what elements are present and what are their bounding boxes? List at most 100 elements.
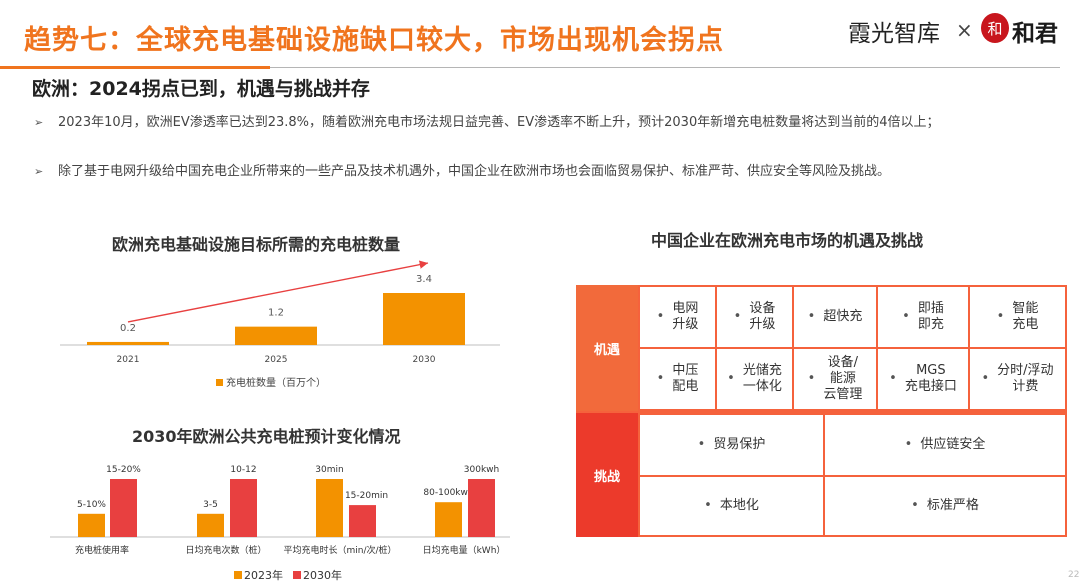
challenge-cell: • 本地化 <box>640 477 823 535</box>
chart2-tick-label: 日均充电次数（桩） <box>185 544 266 556</box>
bullet-dot-icon: • <box>656 371 665 386</box>
slide-title: 趋势七：全球充电基础设施缺口较大，市场出现机会拐点 <box>24 25 724 56</box>
chart2-data-label: 80-100kwh <box>423 488 473 498</box>
title-underline-accent <box>0 66 270 69</box>
challenge-cell: • 贸易保护 <box>640 415 823 475</box>
grid-cell-text: 光储充 一体化 <box>742 363 782 394</box>
bullet-arrow-icon: ➢ <box>34 116 44 129</box>
bullet-dot-icon: • <box>807 371 816 386</box>
bullet-dot-icon: • <box>981 371 990 386</box>
chart2-data-label: 15-20min <box>345 491 388 501</box>
chart2-tick-label: 平均充电时长（min/次/桩） <box>283 544 396 556</box>
grid-cell-text: 贸易保护 <box>713 437 766 452</box>
chart2: 5-10% 15-20% 充电桩使用率 3-5 10-12 日均充电次数（桩） 30min 1… <box>50 465 510 582</box>
bullet-dot-icon: • <box>727 371 735 386</box>
chart1-tick-label: 2025 <box>265 355 288 365</box>
grid-cell-text: 电网 升级 <box>672 301 699 332</box>
chart2-data-label: 15-20% <box>106 465 141 475</box>
chart2-data-label: 10-12 <box>230 465 256 475</box>
grid-cell-text: 分时/浮动 计费 <box>997 363 1054 394</box>
bullet-dot-icon: • <box>697 437 706 452</box>
chart2-legend-label-2023: 2023年 <box>244 568 283 582</box>
chart2-legend-swatch-2030 <box>293 571 301 579</box>
grid-cell-text: 标准严格 <box>926 498 979 513</box>
bullet-dot-icon: • <box>904 437 913 452</box>
chart1-legend-label: 充电桩数量（百万个） <box>226 376 326 389</box>
chart1-bar <box>383 293 465 345</box>
opportunity-cell: • 光储充 一体化 <box>717 349 792 409</box>
chart2-bar <box>110 479 137 537</box>
challenge-cell: • 标准严格 <box>825 477 1065 535</box>
bullet-text: 除了基于电网升级给中国充电企业所带来的一些产品及技术机遇外，中国企业在欧洲市场也… <box>58 164 891 179</box>
opportunity-cell: • 电网 升级 <box>640 287 715 347</box>
bullet-item: ➢ 除了基于电网升级给中国充电企业所带来的一些产品及技术机遇外，中国企业在欧洲市… <box>34 162 1054 202</box>
bullet-arrow-icon: ➢ <box>34 165 44 178</box>
brand-name: 霞光智库 <box>848 21 940 47</box>
logo-text: 和君 <box>1012 20 1058 47</box>
opportunity-cell: • 分时/浮动 计费 <box>970 349 1065 409</box>
brand-separator: × <box>956 18 973 42</box>
bullet-dot-icon: • <box>889 371 897 386</box>
title-underline <box>270 67 1060 68</box>
grid-cell-text: 即插 即充 <box>917 301 944 332</box>
chart1: 0.2 2021 1.2 2025 3.4 2030 充电桩数量（百万个） <box>60 260 500 389</box>
chart2-bar <box>349 505 376 537</box>
chart2-bar <box>197 513 224 537</box>
chart2-tick-label: 充电桩使用率 <box>75 544 129 556</box>
chart1-data-label: 1.2 <box>268 308 284 319</box>
opportunity-challenge-grid: 机遇 挑战 • 电网 升级 • 设备 升级 • 超快充 • 即插 即充 • 智能 充电 • 中压 配电 • 光… <box>576 285 1067 537</box>
opportunity-cell: • 超快充 <box>794 287 876 347</box>
bullet-dot-icon: • <box>807 309 816 324</box>
opportunity-cell: • 中压 配电 <box>640 349 715 409</box>
chart2-legend-label-2030: 2030年 <box>303 568 342 582</box>
page-number: 22 <box>1068 570 1080 580</box>
bullet-dot-icon: • <box>911 498 919 513</box>
chart1-trend-arrow <box>127 260 429 323</box>
chart2-bar <box>78 513 105 537</box>
opportunities-header: 机遇 <box>576 285 638 411</box>
section-subtitle: 欧洲：2024拐点已到，机遇与挑战并存 <box>32 78 370 100</box>
opportunity-cell: • 设备 升级 <box>717 287 792 347</box>
grid-cell-text: 供应链安全 <box>920 437 986 452</box>
grid-cell-text: 设备 升级 <box>749 301 776 332</box>
challenge-cell: • 供应链安全 <box>825 415 1065 475</box>
chart2-bar <box>435 502 462 537</box>
chart1-data-label: 3.4 <box>416 274 432 285</box>
opportunity-cell: • MGS 充电接口 <box>878 349 968 409</box>
chart2-title: 2030年欧洲公共充电桩预计变化情况 <box>132 427 401 446</box>
chart1-title: 欧洲充电基础设施目标所需的充电桩数量 <box>112 235 401 254</box>
chart2-data-label: 5-10% <box>77 500 106 510</box>
chart2-data-label: 300kwh <box>464 465 499 475</box>
chart2-bar <box>316 479 343 537</box>
bullet-dot-icon: • <box>656 309 665 324</box>
chart2-legend-swatch-2023 <box>234 571 242 579</box>
chart1-bar <box>87 341 169 345</box>
chart1-tick-label: 2021 <box>117 355 140 365</box>
grid-cell-text: 中压 配电 <box>672 363 699 394</box>
chart2-bar <box>468 479 495 537</box>
bullet-dot-icon: • <box>704 498 712 513</box>
chart2-data-label: 3-5 <box>203 500 218 510</box>
chart2-tick-label: 日均充电量（kWh） <box>423 544 506 556</box>
chart1-bar <box>235 326 317 345</box>
grid-cell-text: 本地化 <box>719 498 759 513</box>
chart2-data-label: 30min <box>315 465 343 475</box>
chart1-legend-swatch <box>216 379 223 386</box>
grid-cell-text: 设备/ 能源 云管理 <box>823 355 863 402</box>
challenges-header: 挑战 <box>576 413 638 537</box>
grid-title: 中国企业在欧洲充电市场的机遇及挑战 <box>651 231 924 250</box>
logo-seal-icon: 和 <box>981 13 1009 43</box>
bullet-item: ➢ 2023年10月，欧洲EV渗透率已达到23.8%，随着欧洲充电市场法规日益完… <box>34 113 1054 153</box>
chart1-tick-label: 2030 <box>413 355 436 365</box>
bullet-dot-icon: • <box>733 309 742 324</box>
opportunity-cell: • 即插 即充 <box>878 287 968 347</box>
chart1-data-label: 0.2 <box>120 323 136 334</box>
grid-cell-text: MGS 充电接口 <box>904 363 957 394</box>
opportunity-cell: • 智能 充电 <box>970 287 1065 347</box>
grid-cell-text: 智能 充电 <box>1012 301 1039 332</box>
bullet-dot-icon: • <box>996 309 1005 324</box>
opportunity-cell: • 设备/ 能源 云管理 <box>794 349 876 409</box>
grid-cell-text: 超快充 <box>823 309 863 324</box>
bullet-text: 2023年10月，欧洲EV渗透率已达到23.8%，随着欧洲充电市场法规日益完善、… <box>58 115 940 130</box>
chart2-bar <box>230 479 257 537</box>
